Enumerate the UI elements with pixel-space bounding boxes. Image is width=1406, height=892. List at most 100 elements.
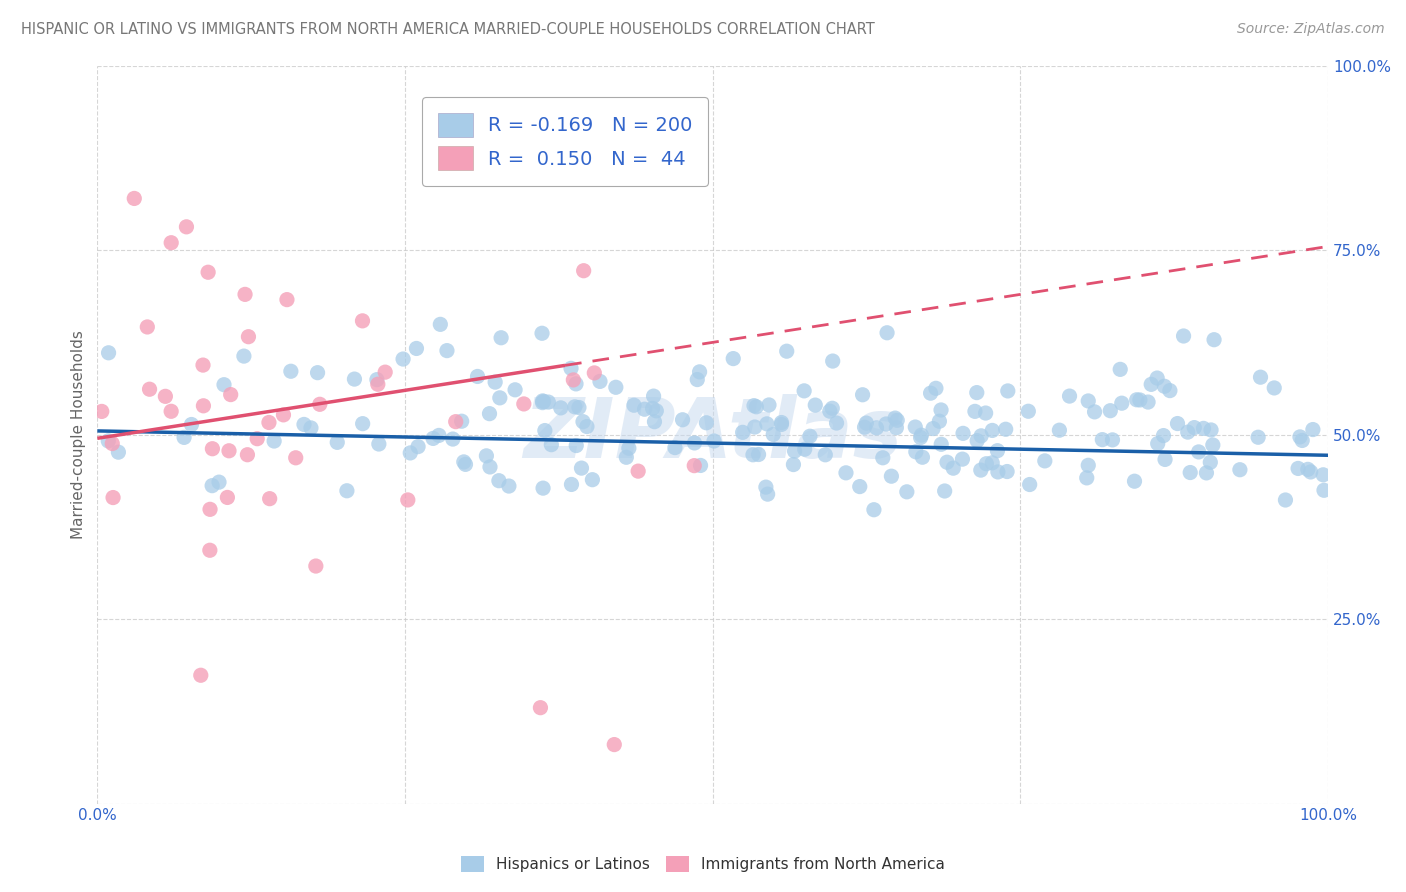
Point bbox=[263, 434, 285, 448]
Point bbox=[308, 397, 330, 411]
Point bbox=[352, 417, 374, 431]
Point bbox=[745, 400, 768, 414]
Point bbox=[1146, 436, 1168, 450]
Point bbox=[572, 415, 595, 429]
Point bbox=[97, 434, 120, 448]
Point bbox=[1247, 430, 1270, 444]
Point bbox=[920, 386, 942, 401]
Point bbox=[1250, 370, 1272, 384]
Point bbox=[1180, 466, 1202, 480]
Point bbox=[193, 399, 215, 413]
Point bbox=[683, 458, 706, 473]
Point bbox=[852, 388, 875, 402]
Point bbox=[572, 263, 595, 277]
Point bbox=[995, 465, 1018, 479]
Point bbox=[1192, 421, 1215, 435]
Text: Source: ZipAtlas.com: Source: ZipAtlas.com bbox=[1237, 22, 1385, 37]
Point bbox=[1296, 462, 1319, 476]
Point bbox=[352, 314, 374, 328]
Point bbox=[1125, 392, 1147, 407]
Point bbox=[233, 287, 256, 301]
Point bbox=[191, 358, 214, 372]
Point bbox=[1313, 483, 1336, 498]
Point bbox=[343, 372, 366, 386]
Point bbox=[825, 416, 848, 430]
Point bbox=[762, 427, 785, 442]
Point bbox=[886, 420, 908, 434]
Point bbox=[531, 481, 554, 495]
Point bbox=[617, 441, 640, 455]
Point bbox=[886, 413, 908, 427]
Point bbox=[478, 459, 501, 474]
Point bbox=[218, 443, 240, 458]
Point bbox=[299, 421, 322, 435]
Point bbox=[922, 421, 945, 435]
Point bbox=[562, 373, 585, 387]
Point bbox=[896, 484, 918, 499]
Point bbox=[540, 438, 562, 452]
Text: HISPANIC OR LATINO VS IMMIGRANTS FROM NORTH AMERICA MARRIED-COUPLE HOUSEHOLDS CO: HISPANIC OR LATINO VS IMMIGRANTS FROM NO… bbox=[21, 22, 875, 37]
Point bbox=[1289, 430, 1312, 444]
Point bbox=[531, 395, 554, 409]
Point bbox=[568, 401, 591, 415]
Point bbox=[641, 401, 664, 416]
Point bbox=[284, 450, 307, 465]
Point bbox=[138, 382, 160, 396]
Point bbox=[987, 465, 1010, 479]
Point bbox=[645, 404, 668, 418]
Point bbox=[1059, 389, 1081, 403]
Point bbox=[444, 415, 467, 429]
Point bbox=[783, 444, 806, 458]
Point bbox=[392, 352, 415, 367]
Point bbox=[1129, 392, 1152, 407]
Point bbox=[981, 424, 1004, 438]
Point bbox=[1202, 438, 1225, 452]
Point bbox=[1173, 329, 1195, 343]
Point bbox=[929, 437, 952, 451]
Point bbox=[160, 404, 183, 418]
Point bbox=[1153, 428, 1175, 442]
Y-axis label: Married-couple Households: Married-couple Households bbox=[72, 330, 86, 539]
Point bbox=[1083, 405, 1105, 419]
Point bbox=[876, 326, 898, 340]
Point bbox=[928, 414, 950, 428]
Point bbox=[219, 387, 242, 401]
Point bbox=[1111, 396, 1133, 410]
Point bbox=[201, 442, 224, 456]
Point bbox=[1101, 433, 1123, 447]
Point bbox=[565, 376, 588, 391]
Point bbox=[405, 342, 427, 356]
Point bbox=[776, 344, 799, 359]
Point bbox=[1077, 394, 1099, 409]
Point bbox=[1299, 465, 1322, 479]
Point bbox=[942, 461, 965, 475]
Point bbox=[259, 491, 281, 506]
Point bbox=[605, 380, 627, 394]
Point bbox=[952, 452, 974, 467]
Point bbox=[623, 398, 645, 412]
Point bbox=[952, 426, 974, 441]
Point bbox=[911, 450, 934, 465]
Point bbox=[176, 219, 198, 234]
Point bbox=[238, 329, 260, 343]
Point bbox=[970, 463, 993, 477]
Point bbox=[1137, 395, 1160, 409]
Point bbox=[627, 464, 650, 478]
Point bbox=[872, 450, 894, 465]
Point bbox=[853, 420, 876, 434]
Point bbox=[966, 434, 988, 448]
Point bbox=[742, 399, 765, 413]
Point bbox=[1109, 362, 1132, 376]
Point bbox=[427, 428, 450, 442]
Point bbox=[589, 375, 612, 389]
Point bbox=[529, 700, 551, 714]
Point bbox=[963, 404, 986, 418]
Point bbox=[1099, 403, 1122, 417]
Point bbox=[257, 416, 280, 430]
Point bbox=[880, 469, 903, 483]
Point bbox=[1302, 423, 1324, 437]
Point bbox=[429, 318, 451, 332]
Point bbox=[770, 416, 793, 430]
Point bbox=[793, 384, 815, 398]
Point bbox=[550, 401, 572, 415]
